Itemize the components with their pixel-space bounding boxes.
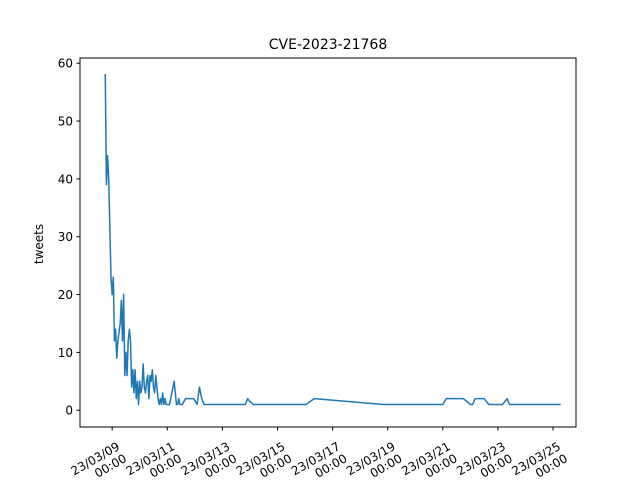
y-axis: 0 10 20 30 40 50 60 [58,57,80,418]
y-axis-title: tweets [32,224,46,264]
x-tick-label: 23/03/2100:00 [399,439,460,480]
y-tick-label: 40 [58,172,73,186]
y-tick-label: 50 [58,115,73,129]
x-tick-label: 23/03/1700:00 [289,439,350,480]
plot-area [104,74,561,406]
series-line [104,74,561,406]
y-tick-label: 60 [58,57,73,71]
chart-title: CVE-2023-21768 [269,37,387,53]
x-tick-label: 23/03/2300:00 [454,439,515,480]
x-tick-label: 23/03/2500:00 [509,439,570,480]
plot-frame [79,57,577,428]
x-tick-label: 23/03/1900:00 [344,439,405,480]
x-tick-label: 23/03/0900:00 [68,439,129,480]
y-tick-label: 30 [58,230,73,244]
y-tick-label: 10 [58,346,73,360]
x-axis: 23/03/0900:0023/03/1100:0023/03/1300:002… [68,427,570,480]
x-tick-label: 23/03/1100:00 [124,439,185,480]
x-tick-label: 23/03/1500:00 [234,439,295,480]
y-tick-label: 20 [58,288,73,302]
y-tick-label: 0 [65,404,73,418]
x-tick-label: 23/03/1300:00 [179,439,240,480]
